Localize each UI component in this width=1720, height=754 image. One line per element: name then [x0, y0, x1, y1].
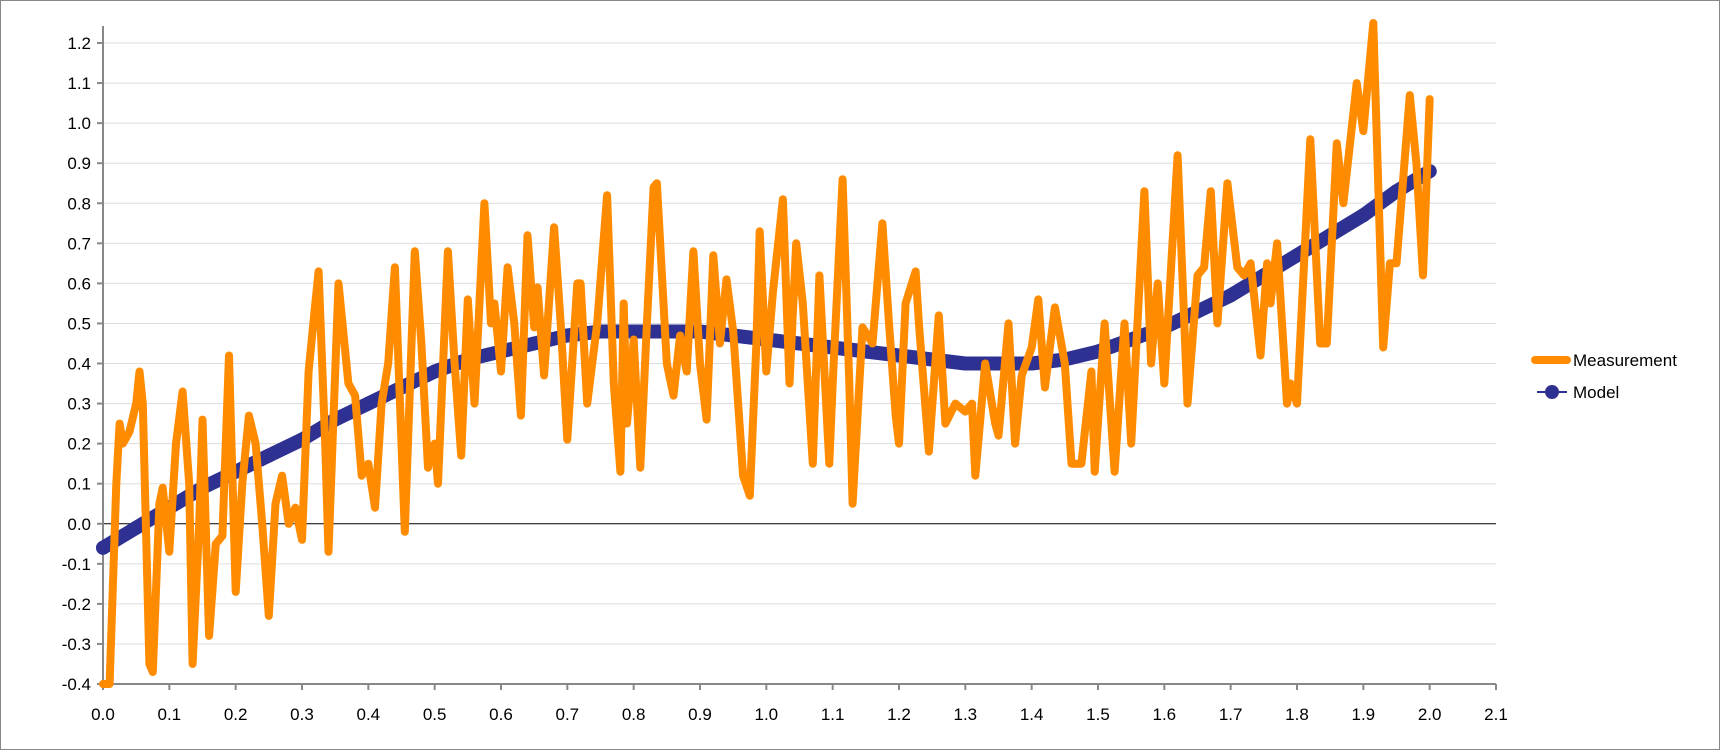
x-tick-label: 1.2 — [887, 705, 911, 724]
y-tick-label: 0.5 — [67, 314, 91, 333]
model-point — [1356, 208, 1371, 223]
x-tick-label: 1.5 — [1086, 705, 1110, 724]
x-tick-label: 0.4 — [357, 705, 381, 724]
x-tick-label: 0.8 — [622, 705, 646, 724]
x-tick-label: 1.0 — [755, 705, 779, 724]
y-tick-label: 0.0 — [67, 515, 91, 534]
legend-model-marker — [1545, 385, 1559, 399]
x-tick-label: 0.9 — [688, 705, 712, 724]
x-tick-label: 1.4 — [1020, 705, 1044, 724]
y-tick-label: 0.7 — [67, 234, 91, 253]
legend: Measurement Model — [1531, 351, 1677, 402]
y-tick-label: -0.4 — [62, 675, 91, 694]
model-point — [958, 356, 973, 371]
model-point — [361, 396, 376, 411]
y-axis-ticks: 1.2 1.1 1.0 0.9 0.8 0.7 0.6 0.5 0.4 0.3 0.2 0.1 0.0 -… — [62, 34, 103, 694]
model-point — [96, 540, 110, 555]
measurement-series-line — [99, 19, 1434, 688]
y-tick-label: 1.2 — [67, 34, 91, 53]
y-tick-label: 0.2 — [67, 435, 91, 454]
x-tick-label: 0.1 — [158, 705, 182, 724]
model-point — [427, 364, 442, 379]
x-axis-ticks: 0.0 0.1 0.2 0.3 0.4 0.5 0.6 0.7 0.8 0.9 1.0 1.1 1.2 1… — [91, 684, 1508, 724]
x-tick-label: 1.6 — [1153, 705, 1177, 724]
x-tick-label: 0.2 — [224, 705, 248, 724]
y-tick-label: 0.9 — [67, 154, 91, 173]
x-tick-label: 1.1 — [821, 705, 845, 724]
model-point — [129, 520, 144, 535]
y-tick-label: -0.2 — [62, 595, 91, 614]
x-tick-label: 1.8 — [1285, 705, 1309, 724]
x-tick-label: 1.3 — [954, 705, 978, 724]
x-tick-label: 1.9 — [1352, 705, 1376, 724]
x-tick-label: 2.1 — [1484, 705, 1508, 724]
y-tick-label: 0.1 — [67, 475, 91, 494]
legend-model-label: Model — [1573, 383, 1619, 402]
model-point — [1223, 288, 1238, 303]
x-tick-label: 0.7 — [556, 705, 580, 724]
legend-measurement-label: Measurement — [1573, 351, 1677, 370]
y-tick-label: 1.1 — [67, 74, 91, 93]
x-tick-label: 0.0 — [91, 705, 115, 724]
x-tick-label: 0.3 — [290, 705, 314, 724]
y-tick-label: 1.0 — [67, 114, 91, 133]
y-tick-label: 0.8 — [67, 194, 91, 213]
x-tick-label: 1.7 — [1219, 705, 1243, 724]
y-tick-label: 0.3 — [67, 395, 91, 414]
model-point — [626, 324, 641, 339]
x-tick-label: 0.6 — [489, 705, 513, 724]
x-tick-label: 0.5 — [423, 705, 447, 724]
y-tick-label: -0.1 — [62, 555, 91, 574]
y-tick-label: -0.3 — [62, 635, 91, 654]
model-point — [261, 448, 276, 463]
y-tick-label: 0.6 — [67, 274, 91, 293]
y-tick-label: 0.4 — [67, 355, 91, 374]
x-tick-label: 2.0 — [1418, 705, 1442, 724]
